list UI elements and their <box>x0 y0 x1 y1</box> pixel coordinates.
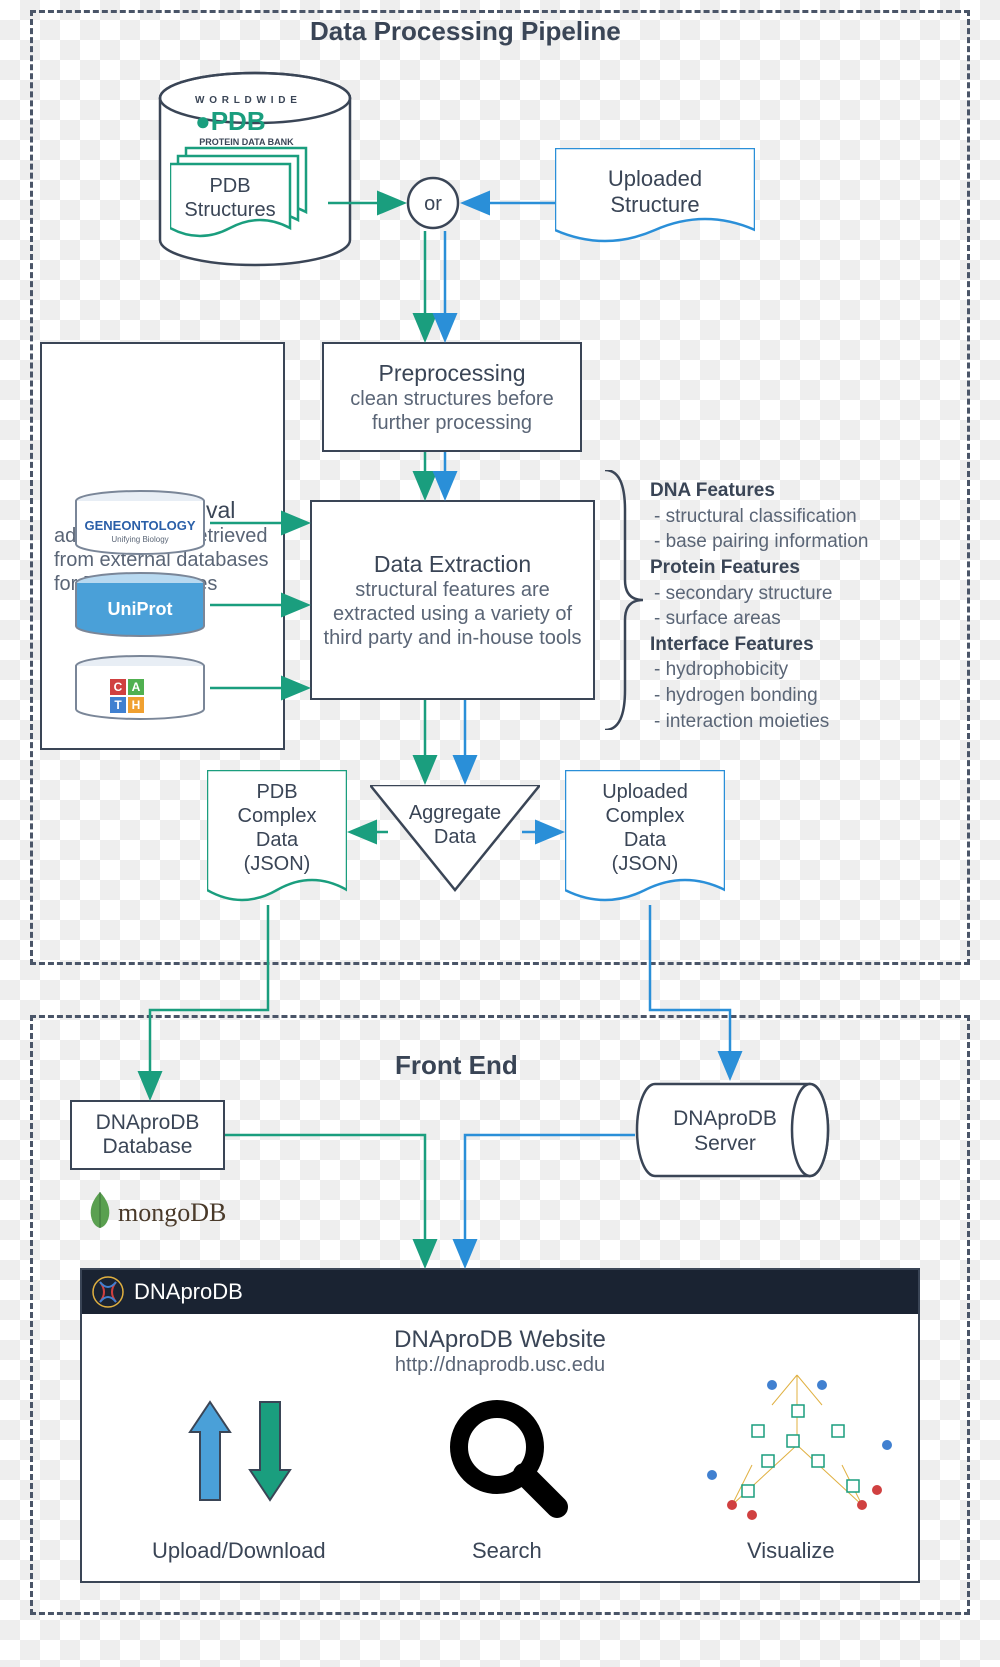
dnaprodb-database-box: DNAproDB Database <box>70 1100 225 1170</box>
svg-text:H: H <box>132 698 141 712</box>
features-list: DNA Features - structural classification… <box>650 478 970 734</box>
dnaprodb-database-l2: Database <box>103 1135 193 1159</box>
svg-text:(JSON): (JSON) <box>244 853 311 875</box>
protein-feature-item: - secondary structure <box>650 581 970 607</box>
uploaded-structure-doc: Uploaded Structure <box>555 148 755 258</box>
preprocessing-box: Preprocessing clean structures before fu… <box>322 342 582 452</box>
svg-text:Complex: Complex <box>238 805 317 827</box>
preprocessing-title: Preprocessing <box>378 360 525 387</box>
website-panel: DNAproDB DNAproDB Website http://dnaprod… <box>80 1268 920 1583</box>
upload-download-arrows-icon <box>172 1382 322 1522</box>
protein-features-title: Protein Features <box>650 555 970 581</box>
svg-text:Unifying Biology: Unifying Biology <box>111 535 168 544</box>
svg-text:T: T <box>114 698 122 712</box>
svg-text:Data: Data <box>256 829 299 851</box>
svg-text:or: or <box>424 193 442 215</box>
website-header-text: DNAproDB <box>134 1279 243 1305</box>
svg-text:DNAproDB: DNAproDB <box>673 1107 777 1130</box>
svg-text:C: C <box>114 680 123 694</box>
upload-download-label: Upload/Download <box>152 1538 326 1564</box>
visualize-network-icon <box>692 1355 902 1535</box>
data-extraction-box: Data Extraction structural features are … <box>310 500 595 700</box>
dna-feature-item: - base pairing information <box>650 529 970 555</box>
website-title: DNAproDB Website <box>82 1326 918 1354</box>
dnaprodb-logo-icon <box>92 1276 124 1308</box>
dnaprodb-database-l1: DNAproDB <box>96 1111 200 1135</box>
pdb-json-doc: PDB Complex Data (JSON) <box>207 770 347 920</box>
aggregate-triangle: Aggregate Data <box>370 785 540 895</box>
svg-text:PDB: PDB <box>256 781 297 803</box>
svg-text:Data: Data <box>624 829 667 851</box>
svg-text:Structure: Structure <box>610 192 699 217</box>
interface-features-title: Interface Features <box>650 632 970 658</box>
mongodb-label: mongoDB <box>118 1198 226 1228</box>
interface-feature-item: - hydrophobicity <box>650 657 970 683</box>
svg-text:Data: Data <box>434 826 477 848</box>
pdb-structures-doc: PDB Structures <box>170 140 330 250</box>
dna-feature-item: - structural classification <box>650 504 970 530</box>
search-magnifier-icon <box>442 1392 572 1522</box>
data-extraction-sub: structural features are extracted using … <box>318 578 587 650</box>
svg-text:A: A <box>132 680 141 694</box>
dna-features-title: DNA Features <box>650 478 970 504</box>
frontend-title: Front End <box>395 1050 518 1081</box>
svg-text:(JSON): (JSON) <box>612 853 679 875</box>
interface-feature-item: - interaction moieties <box>650 709 970 735</box>
mongodb-leaf-icon <box>85 1190 115 1230</box>
svg-text:Structures: Structures <box>184 199 275 221</box>
uploaded-json-doc: Uploaded Complex Data (JSON) <box>565 770 725 920</box>
cath-db-icon: C A T H <box>70 655 210 721</box>
svg-text:GENEONTOLOGY: GENEONTOLOGY <box>85 518 196 533</box>
website-header: DNAproDB <box>82 1270 918 1314</box>
dnaprodb-server-cylinder: DNAproDB Server <box>635 1080 830 1180</box>
visualize-label: Visualize <box>747 1538 835 1564</box>
svg-text:Uploaded: Uploaded <box>608 166 702 191</box>
geneontology-db-icon: GENEONTOLOGY Unifying Biology <box>70 490 210 556</box>
pipeline-title: Data Processing Pipeline <box>310 16 621 47</box>
or-circle: or <box>405 175 461 231</box>
brace-icon <box>595 470 645 730</box>
protein-feature-item: - surface areas <box>650 606 970 632</box>
svg-text:Uploaded: Uploaded <box>602 781 688 803</box>
uniprot-db-icon: UniProt <box>70 572 210 638</box>
svg-text:Aggregate: Aggregate <box>409 802 501 824</box>
svg-text:Server: Server <box>694 1132 756 1155</box>
svg-text:Complex: Complex <box>606 805 685 827</box>
data-extraction-title: Data Extraction <box>374 551 531 578</box>
interface-feature-item: - hydrogen bonding <box>650 683 970 709</box>
svg-text:UniProt: UniProt <box>108 599 173 619</box>
svg-text:PDB: PDB <box>209 175 250 197</box>
preprocessing-sub: clean structures before further processi… <box>330 387 574 435</box>
search-label: Search <box>472 1538 542 1564</box>
